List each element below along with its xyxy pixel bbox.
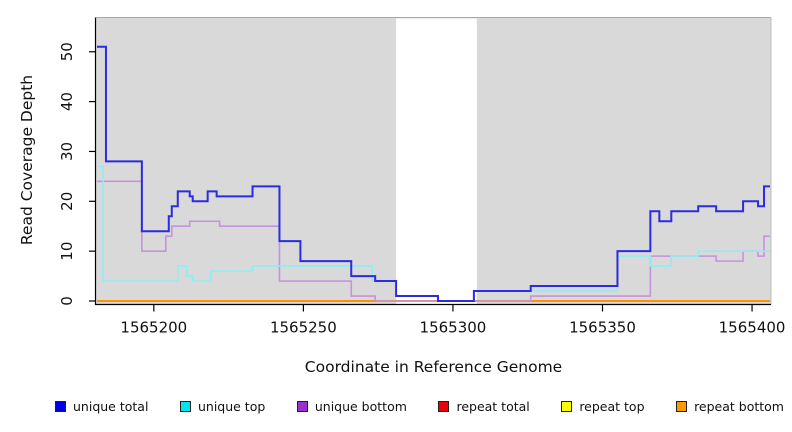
y-tick-label: 50 — [58, 42, 76, 61]
y-tick-label: 0 — [58, 296, 76, 306]
x-tick-label: 1565200 — [120, 319, 187, 337]
legend-label: unique bottom — [314, 399, 407, 414]
x-tick-label: 1565400 — [719, 319, 786, 337]
y-tick-label: 20 — [58, 192, 76, 211]
legend-item-unique-bottom: unique bottom — [296, 399, 407, 414]
axis-lines — [94, 17, 771, 306]
no-data-band — [396, 18, 477, 305]
x-tick-label: 1565350 — [569, 319, 636, 337]
repeat-bottom-swatch — [676, 401, 688, 412]
legend-item-repeat-bottom: repeat bottom — [676, 399, 784, 414]
repeat-total-swatch — [438, 401, 450, 412]
y-tick-label: 30 — [58, 142, 76, 161]
x-axis-title: Coordinate in Reference Genome — [304, 358, 563, 376]
unique-bottom-swatch — [296, 401, 308, 412]
legend-item-unique-total: unique total — [55, 399, 148, 414]
x-tick-label: 1565300 — [420, 319, 487, 337]
plot-area: 0 10 20 30 40 50 1565200 1565250 1565300 1565350 1… — [58, 17, 786, 337]
legend: unique total unique top unique bottom repea… — [0, 399, 792, 414]
y-axis-title: Read Coverage Depth — [18, 74, 36, 246]
y-tick-label: 10 — [58, 242, 76, 261]
legend-item-repeat-top: repeat top — [561, 399, 645, 414]
legend-item-repeat-total: repeat total — [438, 399, 530, 414]
y-tick-label: 40 — [58, 92, 76, 111]
repeat-top-swatch — [561, 401, 573, 412]
unique-total-swatch — [55, 401, 66, 412]
x-tick-label: 1565250 — [270, 319, 337, 337]
legend-label: unique total — [73, 399, 149, 414]
legend-label: repeat top — [579, 399, 645, 414]
legend-label: repeat total — [456, 399, 530, 414]
unique-top-swatch — [179, 401, 191, 412]
legend-item-unique-top: unique top — [179, 399, 266, 414]
series-unique-total — [97, 45, 770, 302]
legend-label: repeat bottom — [694, 399, 784, 414]
legend-label: unique top — [197, 399, 266, 414]
